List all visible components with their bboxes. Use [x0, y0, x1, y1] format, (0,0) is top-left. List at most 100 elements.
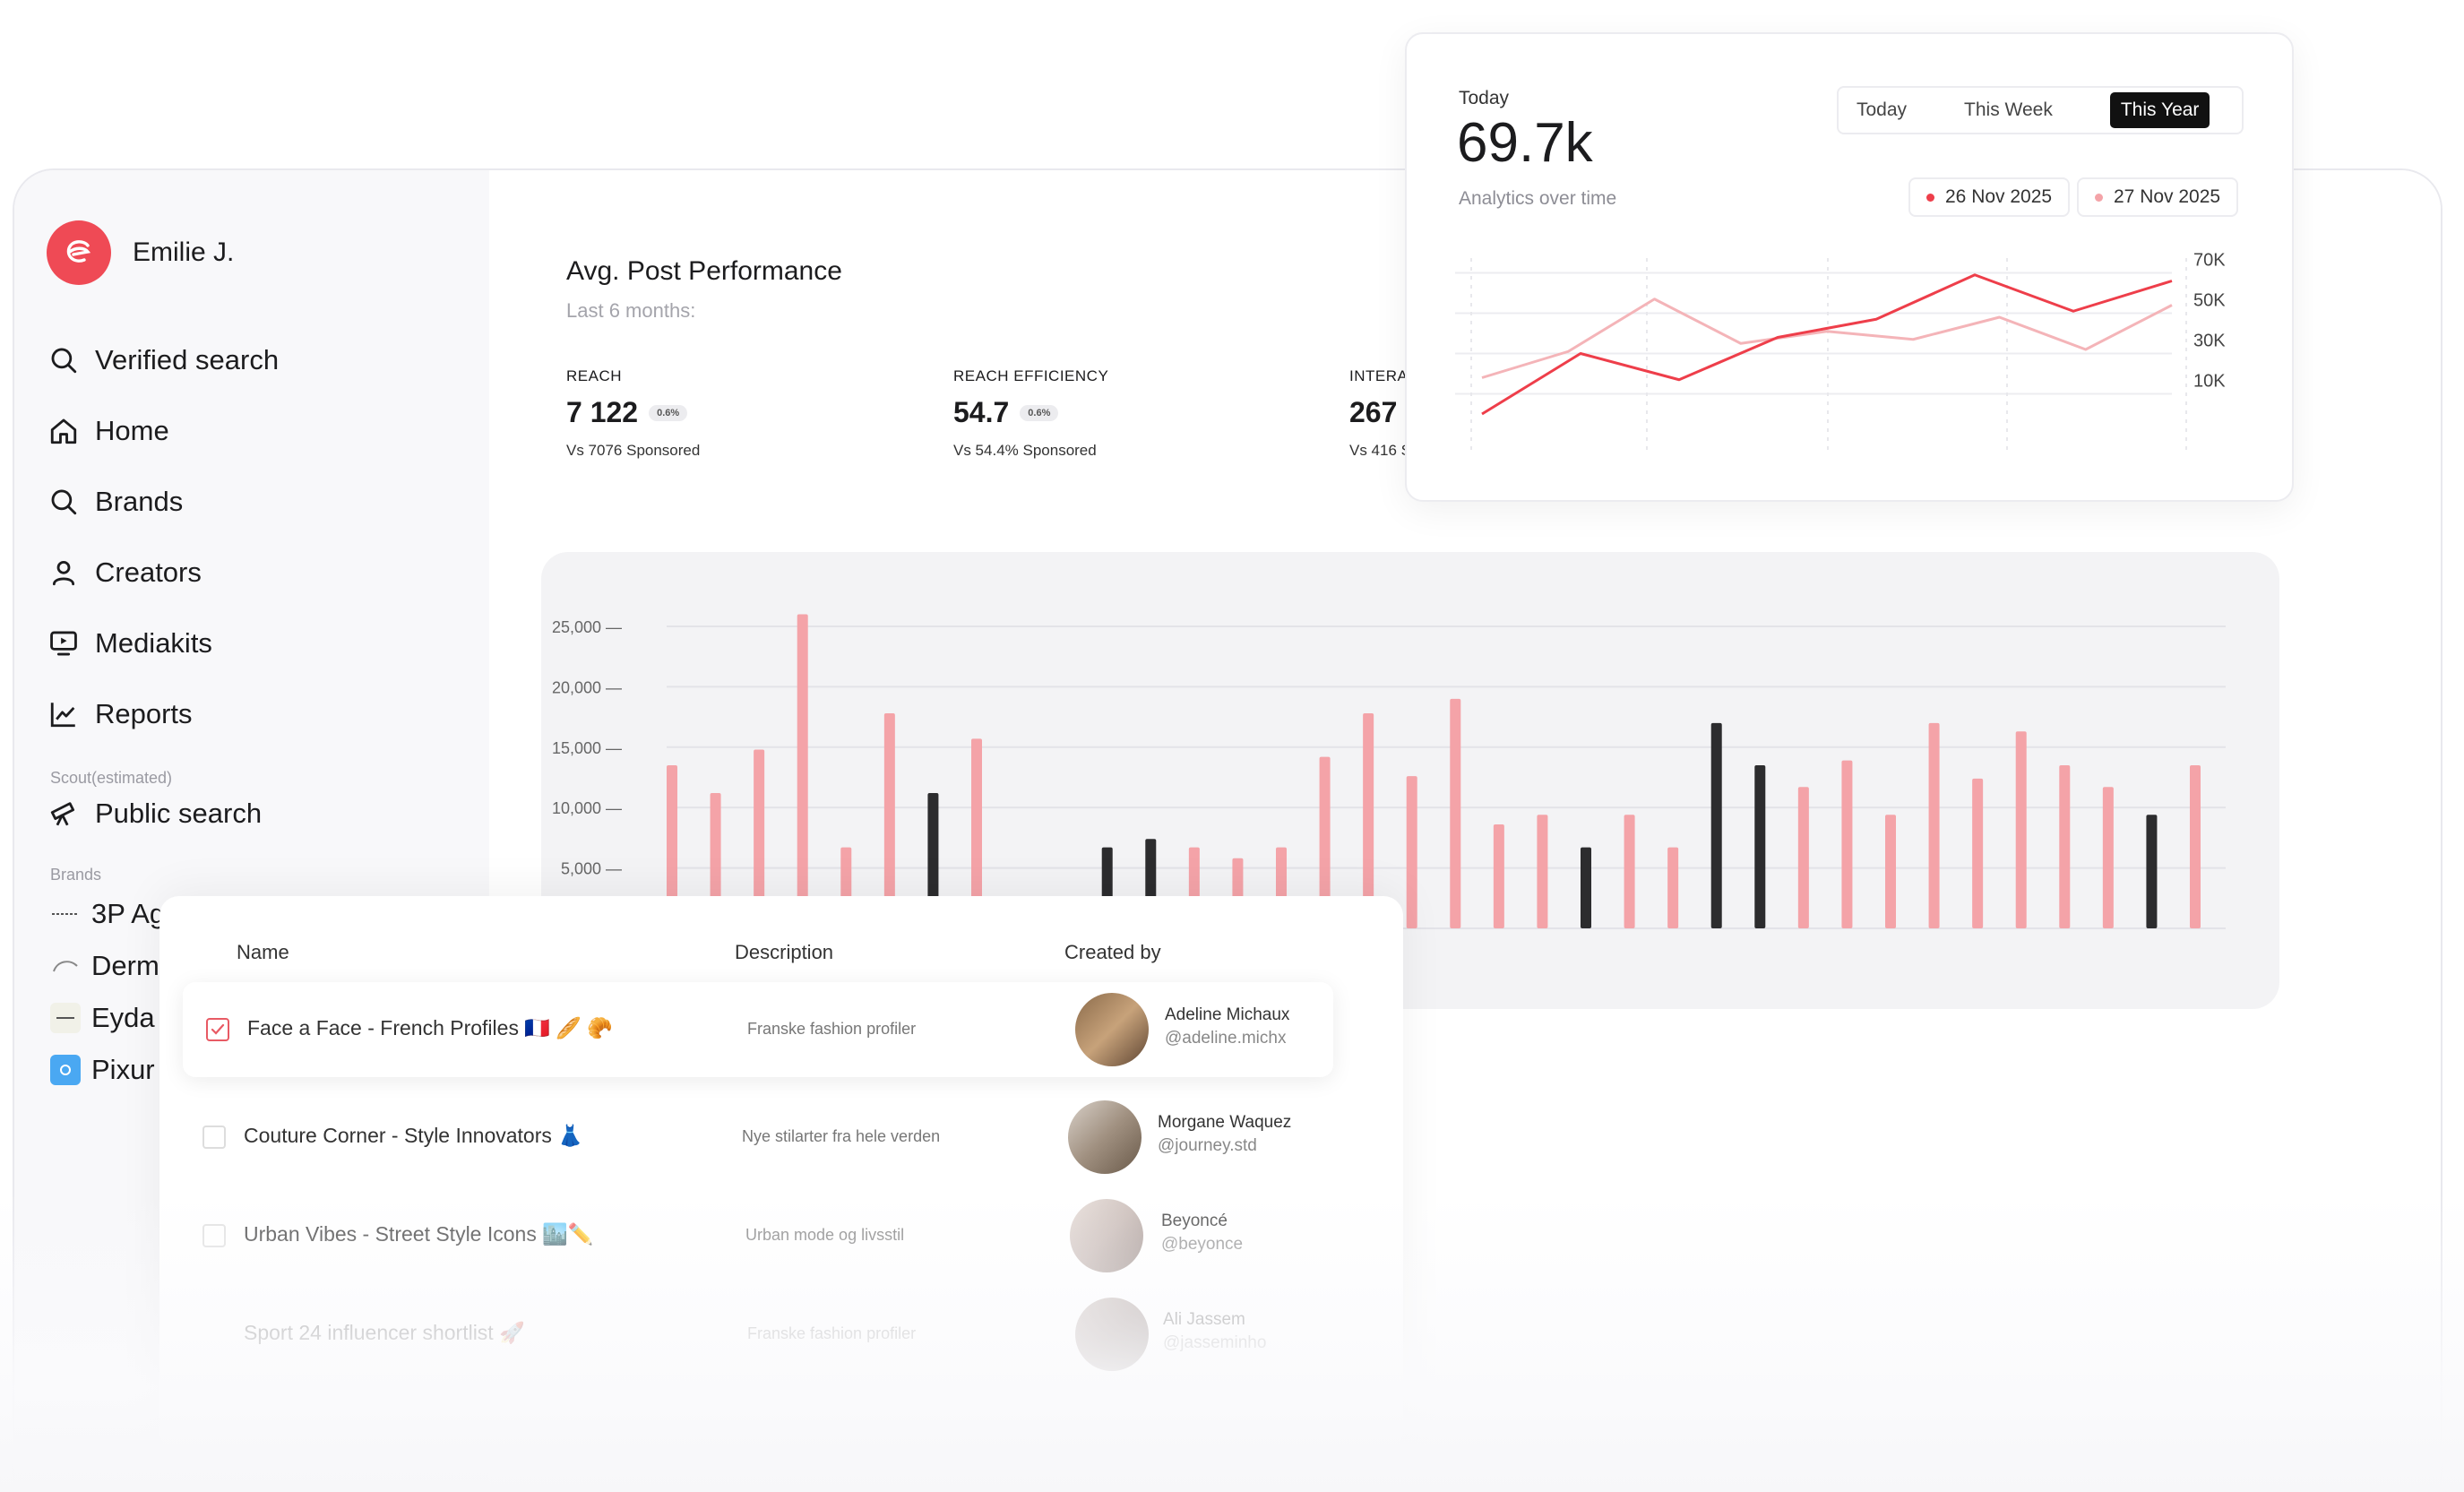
nav-mediakits[interactable]: Mediakits: [48, 627, 212, 660]
table-row[interactable]: Couture Corner - Style Innovators 👗 Nye …: [159, 1090, 1403, 1185]
bar[interactable]: [667, 765, 677, 928]
nav-public-search[interactable]: Public search: [48, 798, 262, 830]
nav-label: Home: [95, 415, 169, 446]
bar[interactable]: [1710, 722, 1722, 928]
table-row[interactable]: Face a Face - French Profiles 🇫🇷 🥖 🥐 Fra…: [159, 982, 1403, 1077]
nav-label: Creators: [95, 556, 202, 588]
tab-today[interactable]: Today: [1857, 99, 1908, 120]
bar[interactable]: [1581, 847, 1591, 928]
telescope-icon: [50, 802, 75, 826]
bar[interactable]: [1624, 815, 1635, 928]
creator-name: Ali Jassem: [1163, 1310, 1245, 1329]
bar[interactable]: [2146, 815, 2158, 928]
search-icon: [51, 489, 77, 515]
bar[interactable]: [1450, 698, 1461, 928]
line-chart: 70K 50K 30K 10K: [1455, 251, 2226, 455]
brand-eyda-icon: [50, 1003, 81, 1033]
series-dot-icon: [2095, 193, 2103, 202]
brand-item-pixur[interactable]: Pixur: [50, 1054, 155, 1086]
bar[interactable]: [754, 749, 765, 928]
nav-home[interactable]: Home: [48, 415, 169, 447]
bar[interactable]: [1667, 847, 1679, 928]
row-creator: Ali Jassem @jasseminho: [1163, 1310, 1266, 1353]
table-row[interactable]: Urban Vibes - Street Style Icons 🏙️✏️ Ur…: [159, 1188, 1403, 1283]
nav-label: Verified search: [95, 344, 280, 375]
analytics-card: Today 69.7k Analytics over time Today Th…: [1405, 32, 2294, 502]
tab-this-year[interactable]: This Year: [2109, 92, 2210, 128]
kpi-interactions: INTERACT 267 Vs 416 Sp: [1349, 367, 1429, 460]
bar[interactable]: [2102, 787, 2114, 928]
creator-name: Beyoncé: [1161, 1212, 1228, 1230]
bar[interactable]: [1319, 756, 1331, 928]
nav-brands[interactable]: Brands: [48, 486, 183, 518]
y-tick-label: 25,000 —: [552, 618, 622, 636]
date-label: 26 Nov 2025: [1945, 186, 2053, 207]
bar[interactable]: [1363, 713, 1374, 928]
row-checkbox[interactable]: [206, 1018, 229, 1041]
bar[interactable]: [1841, 760, 1853, 928]
search-icon: [51, 348, 77, 374]
bar[interactable]: [1972, 778, 1984, 928]
avatar: [1068, 1100, 1142, 1174]
column-header-name[interactable]: Name: [237, 941, 289, 963]
row-name: Couture Corner - Style Innovators 👗: [244, 1124, 583, 1147]
row-description: Franske fashion profiler: [747, 1020, 917, 1038]
brand-label: Eyda: [91, 1002, 155, 1033]
date-chip-start[interactable]: 26 Nov 2025: [1908, 177, 2071, 217]
creator-handle: @journey.std: [1158, 1136, 1257, 1155]
y-tick-label: 10,000 —: [552, 799, 622, 817]
kpi-reach: REACH 7 122 0.6% Vs 7076 Sponsored: [566, 367, 700, 460]
line-series[interactable]: [1481, 273, 2173, 416]
kpi-label: REACH EFFICIENCY: [953, 367, 1109, 384]
brand-item-derm[interactable]: Derm: [50, 950, 159, 982]
row-name: Sport 24 influencer shortlist 🚀: [244, 1321, 525, 1344]
bar[interactable]: [1928, 722, 1940, 928]
bar[interactable]: [971, 738, 982, 928]
bar[interactable]: [2190, 765, 2201, 928]
y-tick-label: 5,000 —: [561, 860, 622, 878]
nav-creators[interactable]: Creators: [48, 556, 202, 589]
bar[interactable]: [927, 793, 939, 928]
nav-label: Brands: [95, 486, 184, 517]
row-checkbox[interactable]: [202, 1125, 226, 1149]
kpi-reach-efficiency: REACH EFFICIENCY 54.7 0.6% Vs 54.4% Spon…: [953, 367, 1108, 460]
bar[interactable]: [797, 614, 808, 928]
date-chip-end[interactable]: 27 Nov 2025: [2077, 177, 2239, 217]
column-header-created-by[interactable]: Created by: [1064, 941, 1161, 963]
bar[interactable]: [1754, 765, 1766, 928]
bar[interactable]: [1537, 815, 1548, 928]
creator-handle: @adeline.michx: [1165, 1029, 1287, 1048]
creator-name: Adeline Michaux: [1165, 1005, 1290, 1024]
kpi-value: 267: [1349, 396, 1398, 428]
brand-logo-icon: [47, 220, 111, 285]
row-checkbox[interactable]: [202, 1224, 226, 1247]
brands-section-label: Brands: [50, 866, 102, 884]
y-tick-label: 30K: [2193, 332, 2226, 351]
bar[interactable]: [883, 713, 895, 928]
bar[interactable]: [1797, 787, 1809, 928]
brand-item-eyda[interactable]: Eyda: [50, 1002, 155, 1034]
bar[interactable]: [1493, 824, 1504, 928]
user-profile[interactable]: Emilie J.: [47, 220, 234, 285]
bar[interactable]: [710, 793, 721, 928]
kpi-compare: Vs 7076 Sponsored: [566, 442, 701, 459]
scout-section-label: Scout(estimated): [50, 769, 173, 787]
line-series[interactable]: [1481, 298, 2173, 379]
brand-item-3p[interactable]: 3P Ag: [50, 898, 165, 930]
series-dot-icon: [1926, 193, 1934, 202]
table-row[interactable]: Sport 24 influencer shortlist 🚀 Franske …: [159, 1287, 1403, 1382]
row-name: Face a Face - French Profiles 🇫🇷 🥖 🥐: [247, 1016, 614, 1039]
nav-verified-search[interactable]: Verified search: [48, 344, 279, 376]
bar[interactable]: [1885, 815, 1896, 928]
row-description: Nye stilarter fra hele verden: [742, 1127, 941, 1145]
bar[interactable]: [1406, 776, 1417, 928]
nav-reports[interactable]: Reports: [48, 698, 193, 730]
brand-derm-icon: [50, 951, 81, 981]
user-icon: [52, 560, 75, 586]
y-tick-label: 20,000 —: [552, 678, 622, 696]
bar[interactable]: [2015, 731, 2027, 928]
bar[interactable]: [2059, 765, 2071, 928]
column-header-description[interactable]: Description: [735, 941, 834, 963]
tab-this-week[interactable]: This Week: [1964, 99, 2053, 120]
time-range-selector: Today This Week This Year: [1837, 86, 2244, 134]
